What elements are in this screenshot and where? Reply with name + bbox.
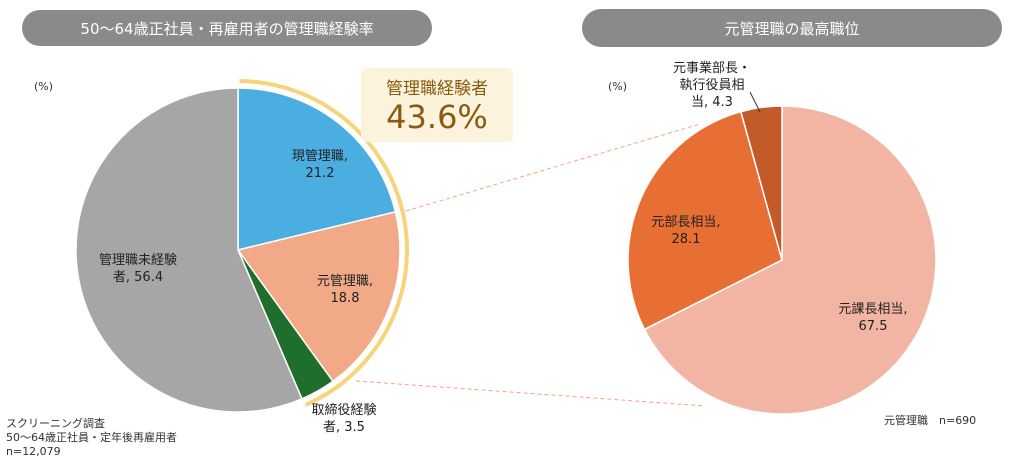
right-note: 元管理職 n=690 — [884, 414, 977, 427]
slice-no-management — [75, 87, 303, 413]
slice-former-manager — [236, 210, 401, 383]
slice-executive — [739, 105, 783, 261]
left-chart-title: 50～64歳正社員・再雇用者の管理職経験率 — [22, 10, 432, 46]
right-chart-title: 元管理職の最高職位 — [582, 9, 1002, 47]
slice-label-department-manager: 元部長相当, 28.1 — [651, 215, 720, 247]
left-note-line1: スクリーニング調査 — [6, 417, 105, 430]
slice-department-manager — [627, 110, 783, 331]
connector-line-bottom — [355, 380, 706, 407]
right-unit-label: (%) — [608, 80, 628, 93]
callout-label: 管理職経験者 — [386, 79, 488, 99]
slice-label-no-management: 管理職未経験者, 56.4 — [99, 253, 177, 285]
slice-section-manager — [643, 105, 937, 415]
left-note-line3: n=12,079 — [6, 445, 61, 458]
slice-label-section-manager: 元課長相当, 67.5 — [838, 301, 907, 334]
left-pie: 現管理職, 21.2 元管理職, 18.8 取締役経験者, 3.5 管理職未経験者, 56… — [75, 79, 409, 435]
executive-label-leader — [749, 91, 761, 113]
slice-label-former-manager: 元管理職, 18.8 — [317, 274, 373, 306]
callout-value: 43.6% — [386, 98, 488, 136]
manager-experience-callout: 管理職経験者 43.6% — [361, 68, 513, 142]
connector-line-top — [405, 123, 701, 212]
slice-label-board-member: 取締役経験者, 3.5 — [311, 402, 376, 435]
highlight-arc — [239, 79, 409, 407]
right-pie: 元課長相当, 67.5 元部長相当, 28.1 元事業部長・執行役員相当, 4.3 — [627, 60, 937, 415]
slice-label-current-manager: 現管理職, 21.2 — [292, 149, 348, 181]
left-unit-label: (%) — [34, 80, 54, 93]
left-note-line2: 50～64歳正社員・定年後再雇用者 — [6, 431, 177, 444]
slice-label-executive: 元事業部長・執行役員相当, 4.3 — [673, 60, 751, 110]
slice-current-manager — [237, 87, 397, 251]
